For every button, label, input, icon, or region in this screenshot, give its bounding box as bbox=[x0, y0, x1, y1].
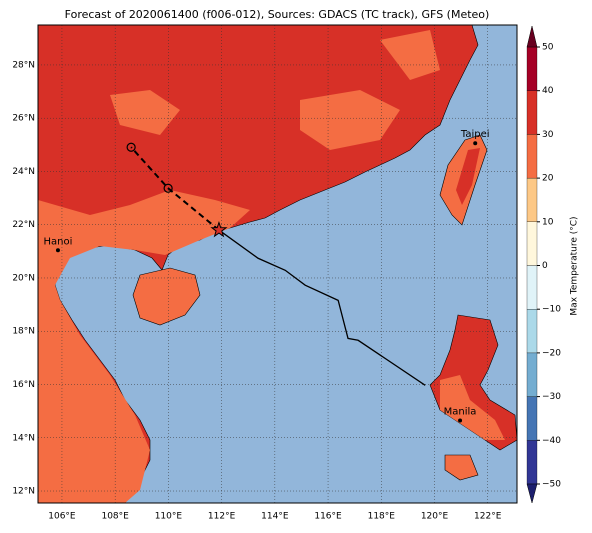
axes: 106°E 108°E 110°E 112°E 114°E 116°E 118°E 120°E… bbox=[12, 25, 580, 522]
taiwan-core bbox=[456, 148, 480, 205]
city-label: Manila bbox=[444, 406, 477, 417]
x-tick-label: 120°E bbox=[421, 512, 449, 522]
colorbar-segment bbox=[526, 134, 538, 179]
plot-frame bbox=[37, 24, 518, 504]
city-marker bbox=[473, 141, 478, 146]
colorbar-segment bbox=[526, 352, 538, 397]
forecast-line bbox=[130, 146, 220, 231]
colorbar-tick-label: −30 bbox=[542, 392, 561, 402]
y-tick-label: 14°N bbox=[12, 433, 35, 443]
warm-area bbox=[38, 190, 250, 503]
current-position bbox=[210, 221, 228, 238]
x-tick-label: 106°E bbox=[48, 512, 76, 522]
colorbar-extend-top bbox=[526, 25, 538, 48]
x-tick-label: 122°E bbox=[474, 512, 502, 522]
luzon-warm bbox=[440, 375, 505, 440]
y-tick-label: 26°N bbox=[12, 114, 35, 124]
y-tick-label: 28°N bbox=[12, 60, 35, 70]
x-tick-label: 110°E bbox=[155, 512, 183, 522]
mainland bbox=[38, 25, 479, 503]
colorbar-segment bbox=[526, 396, 538, 441]
y-tick-label: 16°N bbox=[12, 380, 35, 390]
island bbox=[444, 454, 479, 481]
forecast-point bbox=[163, 183, 173, 193]
x-tick-label: 112°E bbox=[208, 512, 236, 522]
colorbar-tick-label: −50 bbox=[542, 480, 561, 490]
colorbar-segment bbox=[526, 221, 538, 266]
colorbar-tick-label: 30 bbox=[542, 130, 554, 140]
city-marker bbox=[458, 418, 463, 423]
colorbar-segment bbox=[526, 90, 538, 135]
colorbar-segment bbox=[526, 46, 538, 91]
hainan bbox=[132, 267, 201, 326]
colorbar-segment bbox=[526, 265, 538, 310]
colorbar-tick-label: 20 bbox=[542, 174, 554, 184]
colorbar-segment bbox=[526, 440, 538, 485]
x-tick-label: 108°E bbox=[101, 512, 129, 522]
x-tick-label: 114°E bbox=[261, 512, 289, 522]
chart-title: Forecast of 2020061400 (f006-012), Sourc… bbox=[65, 8, 490, 21]
city-marker bbox=[55, 248, 60, 253]
colorbar-tick-label: −40 bbox=[542, 436, 561, 446]
y-tick-label: 18°N bbox=[12, 327, 35, 337]
warm-area bbox=[300, 90, 400, 150]
y-tick-label: 22°N bbox=[12, 220, 35, 230]
y-tick-label: 20°N bbox=[12, 273, 35, 283]
colorbar-tick-label: 0 bbox=[542, 261, 548, 271]
colorbar-segment bbox=[526, 177, 538, 222]
colorbar-tick-label: 40 bbox=[542, 86, 554, 96]
x-tick-label: 118°E bbox=[368, 512, 396, 522]
y-tick-label: 24°N bbox=[12, 167, 35, 177]
warm-area bbox=[380, 30, 440, 80]
colorbar-extend-bottom bbox=[526, 483, 538, 504]
track-line bbox=[218, 229, 426, 386]
warm-area bbox=[110, 90, 180, 135]
city-label: Taipei bbox=[460, 129, 490, 140]
colorbar-tick-label: 50 bbox=[542, 43, 554, 53]
y-tick-label: 12°N bbox=[12, 487, 35, 497]
forecast-point bbox=[126, 142, 136, 152]
colorbar-tick-label: −10 bbox=[542, 305, 561, 315]
colorbar-label: Max Temperature (°C) bbox=[570, 216, 580, 315]
city-label: Hanoi bbox=[44, 236, 73, 247]
x-tick-label: 116°E bbox=[314, 512, 342, 522]
colorbar-tick-label: −20 bbox=[542, 348, 561, 358]
colorbar-tick-label: 10 bbox=[542, 217, 554, 227]
colorbar-segment bbox=[526, 309, 538, 354]
map bbox=[38, 25, 517, 503]
plot-layer: Taipei Hanoi Manila bbox=[38, 25, 517, 503]
